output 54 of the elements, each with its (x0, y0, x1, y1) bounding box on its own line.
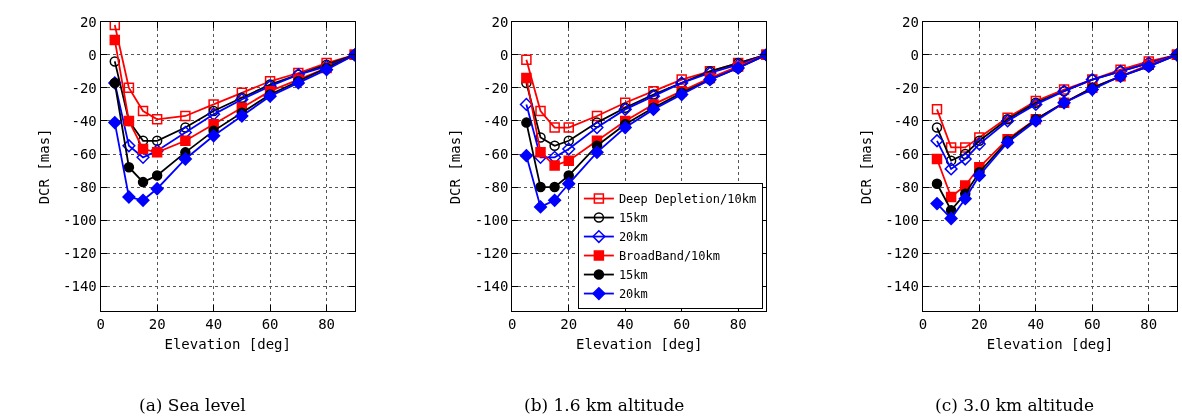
y-tick-label: -140 (63, 278, 97, 295)
y-tick-label: 0 (499, 46, 509, 63)
x-tick-label: 40 (1027, 316, 1045, 332)
y-axis-title: DCR [mas] (35, 128, 52, 205)
y-tick-label: -60 (71, 145, 97, 162)
y-tick-label: -120 (474, 245, 509, 262)
x-tick-label: 60 (673, 316, 691, 332)
y-tick-label: -20 (483, 79, 509, 96)
y-tick-label: -20 (893, 79, 919, 96)
x-tick-label: 20 (970, 316, 988, 332)
legend-label: 20km (618, 230, 648, 245)
y-axis-title: DCR [mas] (857, 128, 874, 205)
x-axis-title: Elevation [deg] (576, 336, 703, 353)
x-axis-title: Elevation [deg] (164, 336, 291, 353)
y-tick-label: -140 (474, 278, 509, 295)
text: (c) 3.0 km altitude (935, 395, 1095, 415)
y-tick-label: -40 (71, 112, 97, 129)
y-tick-label: 20 (79, 13, 97, 30)
x-tick-label: 40 (616, 316, 634, 332)
legend-label: 20km (618, 287, 648, 302)
y-tick-label: -120 (63, 245, 97, 262)
y-tick-label: -140 (885, 278, 919, 295)
x-axis-title: Elevation [deg] (986, 336, 1114, 353)
y-tick-label: -120 (885, 245, 919, 262)
y-tick-label: -100 (474, 212, 509, 229)
y-tick-label: -100 (885, 212, 919, 229)
x-tick-label: 60 (1083, 316, 1101, 332)
legend-label: 15km (618, 268, 648, 283)
y-tick-label: -40 (483, 112, 509, 129)
y-tick-label: -40 (893, 112, 919, 129)
x-tick-label: 20 (148, 316, 166, 332)
legend-label: 15km (618, 211, 648, 226)
y-tick-label: -60 (483, 145, 509, 162)
legend-label: BroadBand/10km (618, 249, 721, 264)
legend-label: Deep Depletion/10km (618, 192, 757, 207)
x-tick-label: 80 (729, 316, 747, 332)
y-tick-label: -80 (483, 178, 509, 195)
y-tick-label: -20 (71, 79, 97, 96)
y-tick-label: -100 (63, 212, 97, 229)
text: (a) Sea level (139, 395, 246, 415)
y-tick-label: 0 (910, 46, 919, 63)
x-tick-label: 80 (318, 316, 335, 332)
y-tick-label: -60 (893, 145, 919, 162)
y-tick-label: 20 (491, 13, 509, 30)
y-tick-label: -80 (893, 178, 919, 195)
y-tick-label: 20 (902, 13, 919, 30)
x-tick-label: 40 (205, 316, 223, 332)
x-tick-label: 20 (560, 316, 578, 332)
x-tick-label: 80 (1140, 316, 1158, 332)
y-axis-title: DCR [mas] (447, 128, 464, 205)
text: (b) 1.6 km altitude (524, 395, 685, 415)
y-tick-label: -80 (71, 178, 97, 195)
x-tick-label: 60 (261, 316, 279, 332)
y-tick-label: 0 (88, 46, 97, 63)
